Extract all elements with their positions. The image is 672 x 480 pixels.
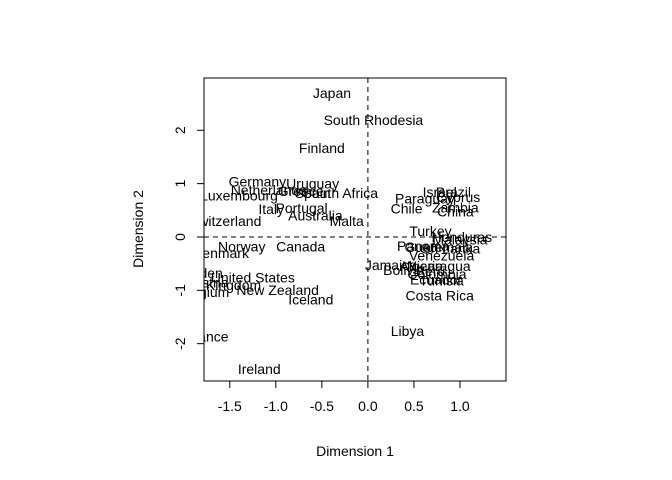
y-tick-label: 2: [172, 126, 188, 134]
point-label: France: [185, 329, 229, 345]
point-label: Canada: [276, 238, 325, 254]
y-tick-label: 1: [172, 180, 188, 188]
y-tick-label: 0: [172, 233, 188, 241]
point-label: Ireland: [238, 361, 281, 377]
point-label: Germany: [229, 173, 287, 189]
point-label: Peru: [416, 263, 446, 279]
x-axis-title: Dimension 1: [316, 443, 394, 459]
point-label: Finland: [299, 140, 345, 156]
x-tick-label: 1.0: [450, 398, 470, 414]
point-label: Jamaica: [365, 257, 417, 273]
point-label: Israel: [423, 184, 457, 200]
y-axis-title: Dimension 2: [130, 190, 146, 268]
point-label: Zambia: [432, 200, 479, 216]
point-label: China: [437, 203, 474, 219]
point-label: Japan: [313, 85, 351, 101]
point-label: South Africa: [303, 185, 379, 201]
point-label: Denmark: [192, 245, 250, 261]
point-label: Turkey: [409, 223, 451, 239]
point-label: Spain: [295, 185, 331, 201]
point-label: Iceland: [288, 291, 333, 307]
point-label: Netherlands: [231, 182, 307, 198]
point-label: Cyprus: [436, 189, 480, 205]
point-label: Nicaragua: [407, 258, 471, 274]
point-label: Algeria: [399, 258, 443, 274]
x-tick-label: -1.0: [264, 398, 288, 414]
x-axis: -1.5 -1.0 -0.5 0.0 0.5 1.0: [218, 380, 470, 414]
point-label: Belgium: [179, 284, 230, 300]
point-labels: Japan South Rhodesia Finland Germany Uruguay…: [162, 85, 492, 377]
x-tick-label: -1.5: [218, 398, 242, 414]
reference-lines: [204, 78, 506, 381]
x-tick-label: -0.5: [310, 398, 334, 414]
point-label: Paraguay: [395, 190, 455, 206]
point-label: Brazil: [436, 184, 471, 200]
y-tick-label: -2: [172, 337, 188, 350]
point-label: Uruguay: [286, 176, 339, 192]
point-label: Malta: [330, 213, 364, 229]
point-label: Norway: [218, 238, 265, 254]
point-label: Libya: [391, 323, 425, 339]
point-label: Malaysia: [432, 232, 487, 248]
point-label: Bolivia: [383, 262, 424, 278]
point-label: Venezuela: [409, 248, 475, 264]
point-label: Tunisia: [419, 273, 464, 289]
y-axis: -2 -1 0 1 2: [172, 126, 205, 350]
x-tick-label: 0.5: [404, 398, 424, 414]
point-label: Austria: [185, 275, 229, 291]
point-label: Portugal: [276, 200, 328, 216]
point-label: South Rhodesia: [324, 112, 424, 128]
point-label: United States: [211, 269, 295, 285]
point-label: Australia: [288, 208, 343, 224]
y-tick-label: -1: [172, 284, 188, 297]
point-label: Honduras: [431, 229, 492, 245]
point-label: Costa Rica: [405, 288, 474, 304]
point-label: Panama: [397, 238, 449, 254]
point-label: Greece: [278, 183, 324, 199]
point-label: Guatemala: [405, 239, 474, 255]
point-label: Switzerland: [189, 213, 261, 229]
point-label: Sweden: [172, 265, 223, 281]
x-tick-label: 0.0: [358, 398, 378, 414]
point-label: Chile: [391, 201, 423, 217]
point-label: New Zealand: [236, 282, 319, 298]
point-label: Ecuador: [410, 272, 462, 288]
point-label: Colombia: [407, 266, 466, 282]
point-label: Luxembourg: [200, 187, 278, 203]
point-label: Italy: [258, 201, 284, 217]
point-label: United Kingdom: [162, 277, 262, 293]
point-label: Sri Lanka: [421, 241, 480, 257]
